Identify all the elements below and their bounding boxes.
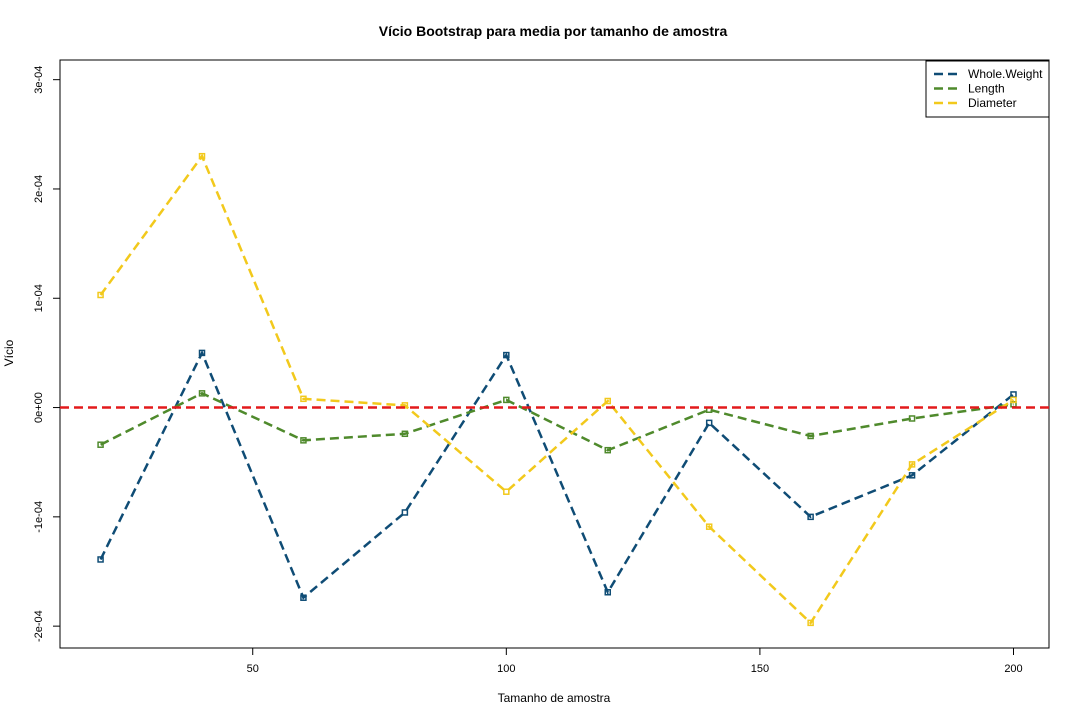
x-tick-label: 150	[751, 663, 769, 675]
data-point	[1010, 391, 1017, 398]
series-line	[99, 349, 1015, 600]
data-point	[604, 589, 612, 596]
plot-area: 50 100 150 200 -2e-04 -1e-04 0e+00 1e-04 2e-04 3e…	[33, 59, 1050, 675]
data-point	[198, 152, 206, 160]
y-axis-label: Vício	[2, 339, 16, 366]
y-tick-label: -2e-04	[33, 610, 45, 642]
data-point	[300, 594, 307, 601]
data-point	[908, 461, 916, 468]
data-point	[503, 351, 510, 359]
data-point	[97, 556, 104, 563]
data-point	[908, 415, 916, 422]
y-tick-label: 2e-04	[33, 175, 45, 203]
data-point	[198, 349, 206, 357]
data-point	[705, 419, 713, 427]
data-point	[97, 291, 104, 299]
series-line	[99, 153, 1015, 625]
legend-label: Diameter	[968, 96, 1017, 110]
data-point	[908, 472, 916, 479]
data-point	[1010, 396, 1017, 404]
data-point	[300, 395, 307, 403]
data-point	[807, 432, 814, 440]
chart-title: Vício Bootstrap para media por tamanho d…	[379, 23, 728, 39]
data-point	[807, 513, 814, 521]
data-point	[401, 430, 409, 438]
data-point	[97, 441, 104, 448]
data-point	[807, 619, 814, 627]
y-tick-label: 1e-04	[33, 284, 45, 312]
legend-label: Length	[968, 82, 1005, 96]
x-tick-label: 100	[497, 663, 515, 675]
x-tick-label: 200	[1004, 663, 1022, 675]
data-point	[604, 397, 612, 405]
y-tick-label: 3e-04	[33, 66, 45, 94]
legend-label: Whole.Weight	[968, 67, 1043, 81]
x-tick-label: 50	[247, 663, 259, 675]
data-point	[198, 390, 206, 397]
data-point	[401, 509, 409, 516]
y-tick-label: -1e-04	[33, 501, 45, 533]
series-line	[100, 391, 1014, 452]
y-tick-label: 0e+00	[33, 392, 45, 423]
data-point	[503, 488, 510, 495]
data-point	[300, 437, 307, 444]
x-axis-label: Tamanho de amostra	[498, 691, 611, 705]
plot-frame	[59, 59, 1050, 649]
data-point	[604, 446, 612, 454]
legend-box	[925, 60, 1050, 118]
data-point	[705, 523, 713, 530]
data-point	[503, 396, 510, 404]
